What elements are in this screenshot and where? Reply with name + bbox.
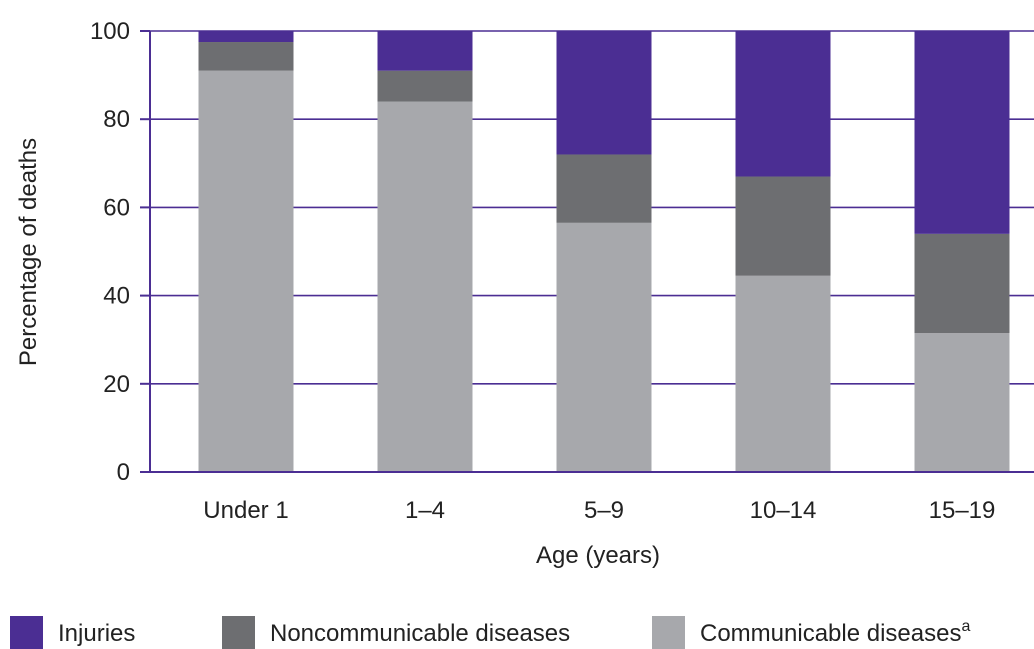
- legend-superscript: a: [961, 618, 970, 635]
- x-tick-label: 10–14: [750, 497, 817, 524]
- bar-segment-0-0: [198, 70, 294, 472]
- bar-segment-3-2: [735, 31, 831, 177]
- legend-label: Noncommunicable diseases: [270, 620, 570, 647]
- y-tick-label: 100: [90, 18, 130, 45]
- axes: [140, 30, 1034, 473]
- bar-segment-3-1: [735, 176, 831, 276]
- legend-swatch: [652, 616, 685, 649]
- legend-swatch: [10, 616, 43, 649]
- bar-segment-4-2: [914, 31, 1010, 234]
- y-tick-label: 60: [103, 194, 130, 221]
- y-tick-label: 20: [103, 371, 130, 398]
- legend-swatch: [222, 616, 255, 649]
- y-tick-labels: 0 20 40 60 80 100: [90, 18, 130, 486]
- x-axis-label: Age (years): [536, 542, 660, 569]
- y-tick-label: 80: [103, 106, 130, 133]
- bar-segment-2-1: [556, 154, 652, 223]
- x-tick-label: 1–4: [405, 497, 445, 524]
- x-tick-labels: Under 1 1–4 5–9 10–14 15–19: [203, 497, 995, 524]
- legend: Injuries Noncommunicable diseases Communic…: [10, 616, 970, 649]
- y-tick-label: 40: [103, 283, 130, 310]
- y-tick-label: 0: [117, 459, 130, 486]
- bar-segment-0-2: [198, 31, 294, 43]
- bars: [198, 31, 1010, 472]
- bar-segment-1-0: [377, 101, 473, 472]
- bar-segment-2-0: [556, 222, 652, 472]
- bar-segment-0-1: [198, 42, 294, 71]
- bar-segment-4-1: [914, 233, 1010, 334]
- bar-segment-2-2: [556, 31, 652, 155]
- legend-label: Injuries: [58, 620, 135, 647]
- x-tick-label: 5–9: [584, 497, 624, 524]
- y-axis-label: Percentage of deaths: [15, 138, 42, 366]
- x-tick-label: Under 1: [203, 497, 288, 524]
- legend-label: Communicable diseasesa: [700, 618, 970, 647]
- bar-segment-3-0: [735, 275, 831, 472]
- bar-segment-1-2: [377, 31, 473, 71]
- bar-segment-1-1: [377, 70, 473, 102]
- x-tick-label: 15–19: [929, 497, 996, 524]
- bar-segment-4-0: [914, 333, 1010, 472]
